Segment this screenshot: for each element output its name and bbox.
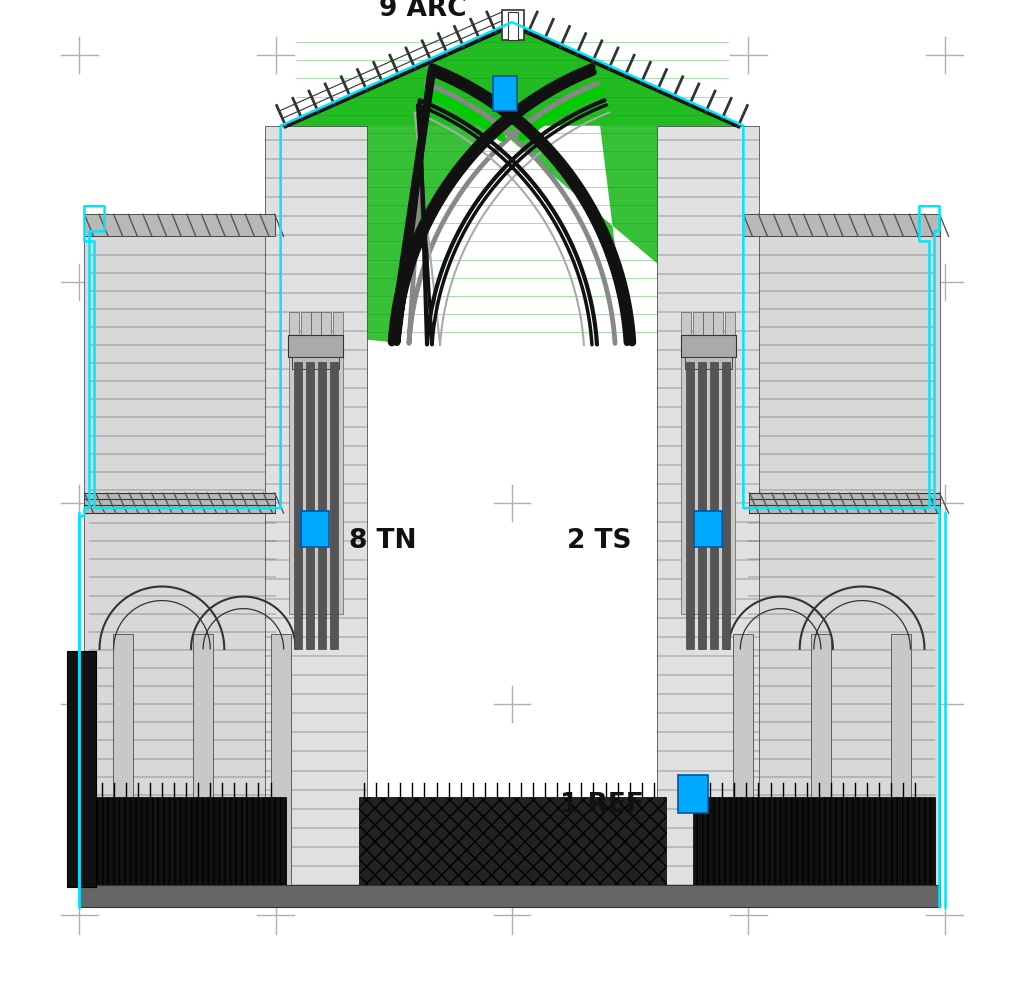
Bar <box>502 10 524 40</box>
Bar <box>317 362 326 649</box>
Bar <box>694 511 722 547</box>
Bar <box>264 126 368 890</box>
Bar <box>891 634 911 890</box>
Bar <box>321 312 331 614</box>
Bar <box>686 362 694 649</box>
Bar <box>289 312 299 614</box>
Bar <box>755 231 940 513</box>
Bar <box>194 634 213 890</box>
Text: 8 TN: 8 TN <box>349 528 417 554</box>
Bar <box>84 231 269 513</box>
Bar <box>698 362 707 649</box>
Bar <box>306 362 313 649</box>
Text: 1 REF: 1 REF <box>560 792 644 818</box>
Bar <box>80 885 940 907</box>
Bar <box>294 362 302 649</box>
Bar <box>333 312 343 614</box>
Bar <box>693 312 703 614</box>
Bar <box>722 362 730 649</box>
Bar <box>743 513 940 890</box>
Bar <box>301 312 311 614</box>
Bar <box>270 634 291 890</box>
Bar <box>743 214 940 236</box>
Polygon shape <box>286 25 738 343</box>
Bar <box>311 312 321 614</box>
Bar <box>656 126 760 890</box>
Bar <box>725 312 735 614</box>
Bar <box>713 312 723 614</box>
Bar <box>681 335 736 357</box>
Text: 9 ARC: 9 ARC <box>379 0 467 22</box>
Bar <box>693 797 935 887</box>
Bar <box>84 797 286 887</box>
Bar <box>84 513 281 890</box>
Bar <box>750 493 940 513</box>
Bar <box>703 312 713 614</box>
Bar <box>681 312 691 614</box>
Bar <box>301 511 329 547</box>
Bar <box>711 362 718 649</box>
Bar <box>84 493 274 513</box>
Bar <box>811 634 830 890</box>
Bar <box>685 357 732 369</box>
Bar <box>733 634 754 890</box>
Bar <box>113 634 133 890</box>
Bar <box>292 357 339 369</box>
Bar <box>493 76 517 111</box>
Bar <box>359 797 666 887</box>
Bar <box>84 214 274 236</box>
Bar <box>68 651 95 887</box>
Text: 2 TS: 2 TS <box>567 528 632 554</box>
Bar <box>288 335 343 357</box>
Polygon shape <box>286 25 738 126</box>
Bar <box>678 775 709 813</box>
Bar <box>508 12 518 40</box>
Bar <box>330 362 338 649</box>
